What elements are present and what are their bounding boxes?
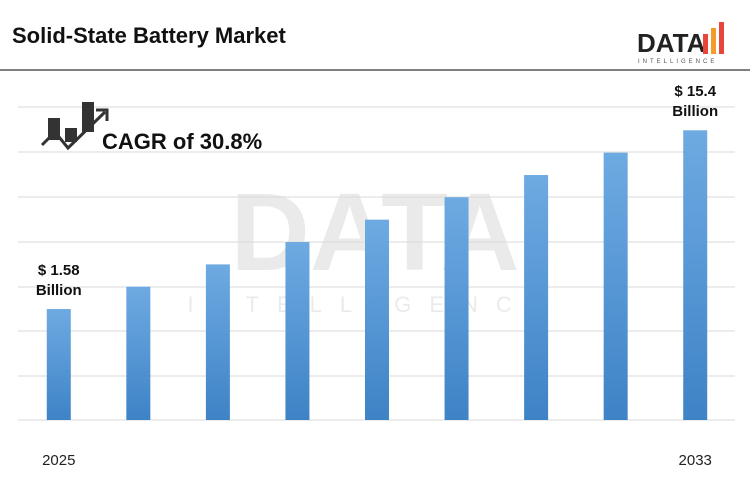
chart-title: Solid-State Battery Market (12, 23, 287, 48)
cagr-icon (40, 102, 109, 151)
bar (205, 264, 230, 420)
bar (126, 286, 151, 420)
x-tick-label: 2033 (679, 452, 712, 469)
bar (46, 309, 71, 420)
logo-name: DATA (637, 28, 706, 58)
bar (285, 242, 310, 420)
logo: DATA INTELLIGENCE (637, 22, 724, 65)
bar (603, 152, 628, 420)
logo-tagline: INTELLIGENCE (638, 59, 717, 65)
cagr-annotation: CAGR of 30.8% (102, 129, 262, 154)
bar (683, 130, 708, 420)
bar (524, 175, 549, 420)
bar (444, 197, 469, 420)
bar (365, 219, 389, 420)
x-tick-label: 2025 (42, 452, 75, 469)
value-label: $ 15.4 Billion (672, 83, 719, 121)
value-label: $ 1.58 Billion (35, 262, 82, 300)
